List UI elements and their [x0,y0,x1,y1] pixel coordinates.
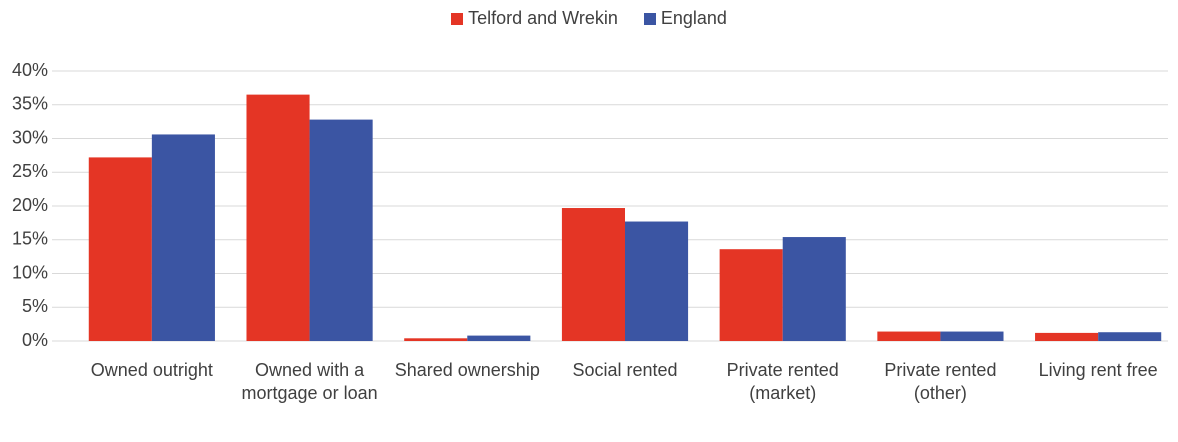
bar [561,208,625,341]
legend-label: Telford and Wrekin [468,8,618,28]
y-tick-label: 30% [12,127,48,147]
bar [1035,332,1099,341]
bar [467,335,531,341]
x-tick-label: Private rented (market) [726,360,839,403]
bar [404,338,468,341]
y-tick-label: 5% [22,296,48,316]
y-tick-label: 25% [12,161,48,181]
x-tick-label: Social rented [572,360,678,380]
bar [877,331,941,341]
x-tick-label: Living rent free [1038,360,1158,380]
bar [1098,332,1162,341]
bar [246,94,310,341]
x-tick-label: Owned with a mortgage or loan [241,360,378,403]
legend-swatch [451,12,464,25]
bar [719,249,783,341]
x-tick-label: Private rented (other) [884,360,997,403]
bar [782,237,846,341]
x-tick-label: Shared ownership [394,360,540,380]
y-tick-label: 40% [12,60,48,80]
legend-swatch [643,12,656,25]
legend-item: England [643,8,727,29]
bar [309,119,373,341]
y-tick-label: 10% [12,262,48,282]
bar [88,157,152,341]
y-tick-label: 20% [12,195,48,215]
y-tick-label: 15% [12,229,48,249]
bar [940,331,1004,341]
legend: Telford and Wrekin England [0,8,1178,29]
y-tick-label: 0% [22,330,48,350]
bar [151,134,215,341]
legend-label: England [660,8,727,28]
legend-item: Telford and Wrekin [451,8,618,29]
x-tick-label: Owned outright [90,360,213,380]
y-tick-label: 35% [12,94,48,114]
bar [625,221,689,341]
